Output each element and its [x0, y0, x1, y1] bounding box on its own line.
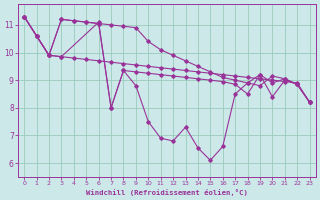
X-axis label: Windchill (Refroidissement éolien,°C): Windchill (Refroidissement éolien,°C) [86, 189, 248, 196]
